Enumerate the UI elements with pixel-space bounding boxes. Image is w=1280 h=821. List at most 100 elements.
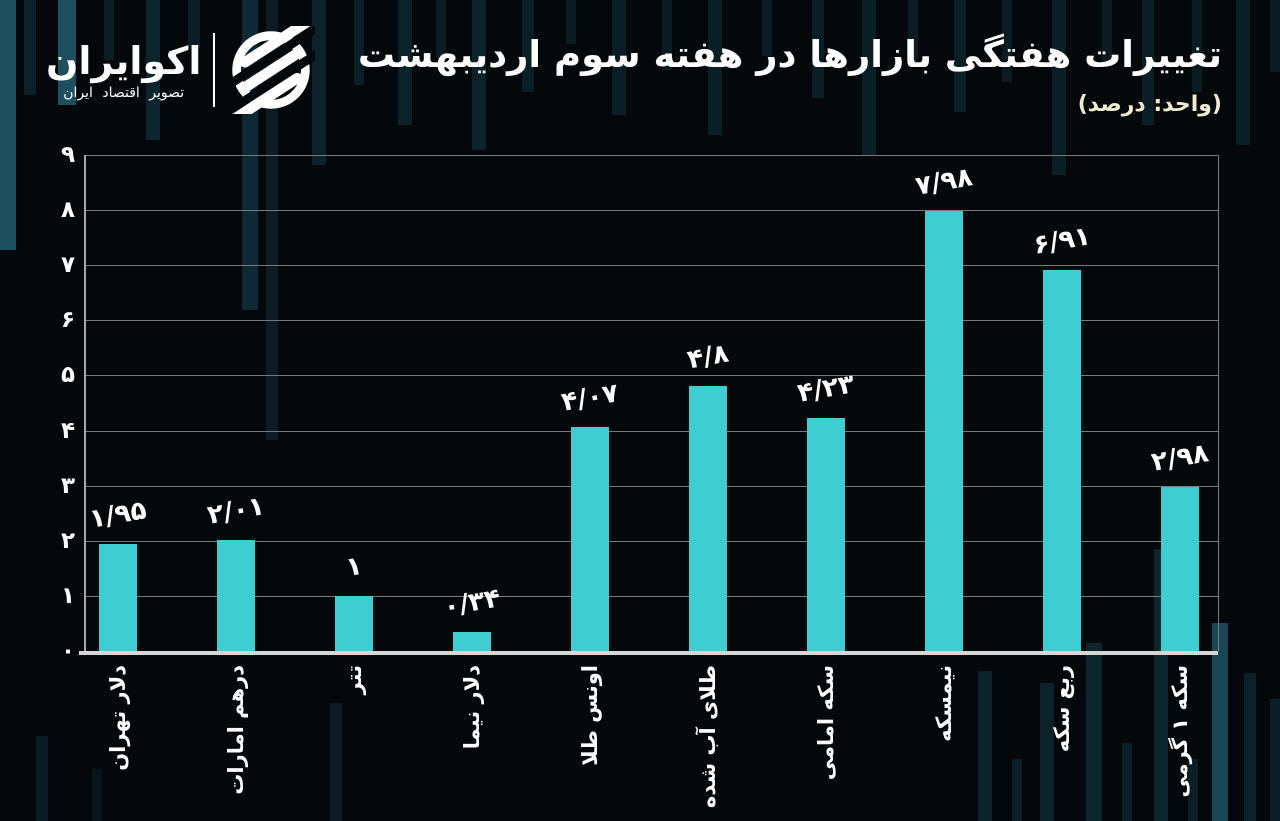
x-category-label: اونس طلا [578,665,602,766]
backdrop-bar [1102,0,1112,64]
backdrop-bar [266,0,278,440]
ecoiran-logo-icon [227,26,316,114]
y-tick-label: ۷ [60,252,75,279]
gridline [85,375,1218,377]
bar [1043,270,1081,651]
backdrop-bar [354,0,364,85]
bar [571,426,609,651]
backdrop-bar [978,671,992,821]
backdrop-bar [662,0,672,70]
x-category-label: ربع سکه [1050,665,1074,753]
chart-title: تغییرات هفتگی بازارها در هفته سوم اردیبه… [357,33,1222,76]
gridline [85,155,1218,156]
ecoiran-logo: اکوایران تصویر اقتصاد ایران [46,26,316,114]
logo-wordmark: اکوایران [46,39,202,83]
y-tick-label: ۱ [60,582,75,609]
backdrop-bar [954,0,966,112]
y-tick-label: ۵ [60,362,75,389]
x-category-label: سکه امامی [814,665,838,781]
backdrop-bar [1188,759,1198,821]
backdrop-bar [1212,623,1228,821]
backdrop-bar [908,0,918,62]
x-category-label: نیمسکه [932,665,956,742]
y-tick-label: ۰ [60,638,75,664]
backdrop-bar [1086,643,1102,821]
logo-tagline: تصویر اقتصاد ایران [63,85,185,101]
gridline [85,265,1218,267]
x-category-label: دلار نیما [460,665,484,750]
backdrop-bar [146,0,160,140]
backdrop-bar [312,0,326,165]
backdrop-bar [1040,683,1054,821]
y-tick-label: ۹ [60,142,75,168]
x-category-label: درهم امارات [224,665,248,795]
backdrop-bar [1270,0,1280,72]
backdrop-bar [472,0,486,150]
bar-value-label: ۴/۲۳ [795,369,857,409]
bar [217,540,255,651]
gridline [85,540,1218,542]
chart-unit-label: (واحد: درصد) [1077,92,1222,117]
backdrop-bar [398,0,412,125]
backdrop-bar [0,0,16,250]
backdrop-bar [104,0,114,60]
backdrop-bar [612,0,626,115]
y-tick-label: ۴ [60,417,75,444]
y-tick-label: ۸ [60,197,75,224]
plot-right-border [1218,155,1219,651]
bar-value-label: ۰/۳۴ [441,583,503,623]
gridline [85,210,1218,212]
backdrop-bar [1142,0,1154,125]
backdrop-bar [1052,0,1066,175]
backdrop-bar [1244,673,1256,821]
title-block: تغییرات هفتگی بازارها در هفته سوم اردیبه… [358,32,1222,117]
backdrop-bar [58,0,76,105]
x-axis-line [79,651,1218,655]
bar-value-label: ۱ [343,550,365,584]
x-category-label: تتر [342,665,366,695]
backdrop-bar [862,0,876,155]
backdrop-bar [762,0,772,56]
backdrop-bar [436,0,446,58]
logo-text-block: اکوایران تصویر اقتصاد ایران [46,39,201,101]
bar [807,417,845,651]
bar [335,595,373,651]
bar [99,543,137,651]
gridline [85,485,1218,487]
backdrop-bar [812,0,824,98]
backdrop-bar [330,703,342,821]
backdrop-bar [1192,0,1202,92]
backdrop-bar [1002,0,1012,82]
gridline [85,320,1218,322]
x-category-label: سکه ۱ گرمی [1168,665,1192,798]
backdrop-bar [1012,759,1022,821]
bar-value-label: ۲/۹۸ [1149,438,1211,478]
y-tick-label: ۳ [60,472,75,499]
y-axis-line [84,155,86,651]
bar-value-label: ۲/۰۱ [205,491,267,531]
backdrop-bar [708,0,722,135]
backdrop-bar [1122,743,1132,821]
backdrop-bar [1236,0,1250,145]
bar-value-label: ۶/۹۱ [1031,221,1093,261]
backdrop-bar [92,769,102,821]
bar [689,386,727,651]
bar-value-label: ۷/۹۸ [913,162,975,202]
y-tick-label: ۲ [60,527,75,554]
backdrop-bar [24,0,36,95]
bar [453,632,491,651]
backdrop-bar [188,0,200,48]
backdrop-bar [1270,699,1280,821]
backdrop-bar [522,0,534,92]
gridline [85,430,1218,432]
backdrop-bar [36,736,48,821]
backdrop-bar [566,0,576,44]
y-tick-label: ۶ [60,307,75,334]
x-category-label: دلار تهران [106,665,130,771]
bar [1161,486,1199,651]
bar [925,211,963,651]
logo-divider [213,33,216,107]
